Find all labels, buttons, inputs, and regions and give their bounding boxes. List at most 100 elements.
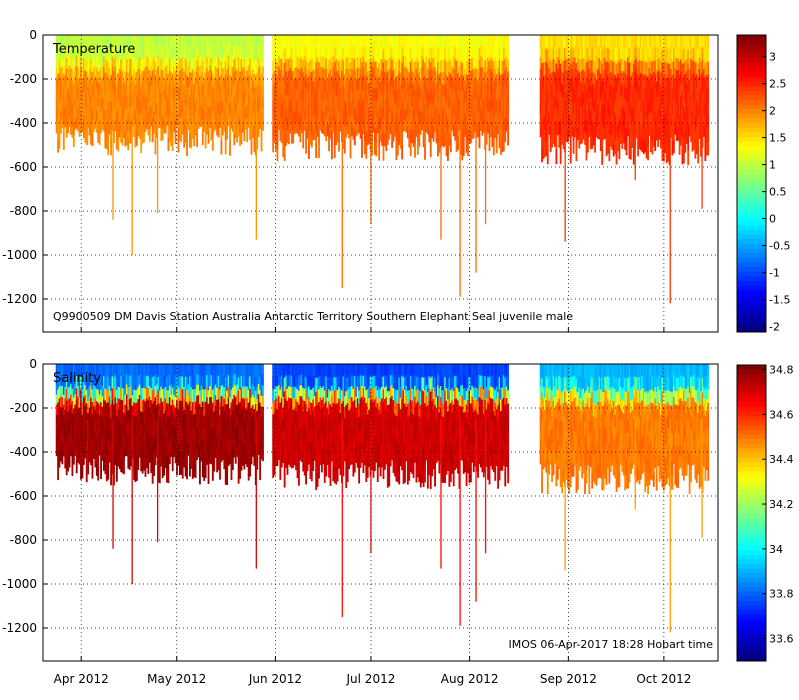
profile-cell bbox=[703, 46, 705, 59]
colorbar-swatch bbox=[737, 188, 766, 194]
profile-cell bbox=[90, 431, 92, 443]
profile-cell bbox=[408, 72, 411, 86]
profile-cell bbox=[684, 139, 687, 153]
profile-cell bbox=[124, 35, 127, 48]
profile-cell bbox=[94, 55, 97, 67]
profile-cell bbox=[197, 384, 200, 396]
profile-cell bbox=[621, 60, 624, 74]
profile-cell bbox=[217, 114, 220, 127]
profile-cell bbox=[618, 117, 621, 132]
colorbar-swatch bbox=[737, 44, 766, 50]
profile-cell bbox=[62, 73, 65, 87]
profile-cell bbox=[173, 405, 176, 416]
profile-cell bbox=[135, 376, 138, 391]
profile-cell bbox=[598, 46, 601, 59]
profile-cell bbox=[68, 444, 71, 457]
profile-cell bbox=[624, 111, 627, 125]
profile-cell bbox=[197, 436, 200, 448]
profile-cell bbox=[625, 74, 628, 89]
profile-cell bbox=[134, 442, 137, 456]
profile-cell bbox=[664, 113, 667, 128]
profile-cell bbox=[161, 427, 164, 441]
profile-cell bbox=[168, 430, 171, 442]
profile-cell bbox=[432, 105, 435, 118]
profile-cell bbox=[435, 82, 438, 96]
profile-cell bbox=[591, 85, 594, 99]
profile-cell bbox=[133, 364, 135, 378]
profile-cell bbox=[78, 91, 81, 104]
profile-cell bbox=[545, 61, 548, 76]
profile-cell bbox=[207, 119, 210, 132]
profile-cell bbox=[330, 117, 333, 132]
profile-cell bbox=[186, 142, 188, 157]
profile-cell bbox=[674, 90, 677, 102]
profile-cell bbox=[591, 47, 594, 61]
profile-cell bbox=[201, 389, 204, 403]
y-tick-label: 0 bbox=[29, 28, 37, 42]
profile-cell bbox=[194, 35, 197, 47]
profile-cell bbox=[201, 401, 204, 415]
profile-cell bbox=[148, 35, 151, 48]
profile-cell bbox=[507, 96, 510, 109]
profile-cell bbox=[181, 35, 184, 47]
profile-cell bbox=[97, 454, 100, 468]
profile-cell bbox=[115, 390, 118, 404]
profile-cell bbox=[597, 35, 599, 48]
profile-cell bbox=[700, 61, 702, 76]
profile-cell bbox=[156, 384, 158, 396]
profile-cell bbox=[180, 388, 183, 402]
profile-cell bbox=[384, 47, 386, 61]
profile-cell bbox=[135, 402, 138, 417]
profile-cell bbox=[562, 110, 565, 124]
profile-cell bbox=[94, 86, 97, 98]
profile-cell bbox=[465, 61, 468, 75]
profile-cell bbox=[675, 105, 678, 118]
profile-cell bbox=[140, 399, 143, 412]
profile-cell bbox=[157, 416, 160, 431]
profile-cell bbox=[81, 364, 84, 378]
profile-cell bbox=[64, 35, 67, 46]
profile-cell bbox=[108, 57, 111, 69]
profile-cell bbox=[491, 47, 494, 61]
profile-cell bbox=[226, 115, 229, 128]
profile-cell bbox=[277, 98, 280, 110]
profile-cell bbox=[599, 137, 602, 152]
profile-cell bbox=[542, 35, 545, 50]
profile-cell bbox=[98, 95, 101, 109]
profile-cell bbox=[415, 46, 418, 59]
profile-cell bbox=[432, 93, 435, 107]
profile-cell bbox=[257, 35, 260, 47]
profile-cell bbox=[140, 87, 143, 101]
profile-cell bbox=[151, 469, 154, 484]
profile-cell bbox=[90, 47, 92, 60]
profile-cell bbox=[184, 35, 187, 48]
profile-cell bbox=[163, 67, 166, 79]
profile-cell bbox=[98, 414, 101, 426]
profile-cell bbox=[178, 449, 181, 463]
profile-cell bbox=[134, 364, 137, 378]
profile-cell bbox=[194, 79, 197, 91]
profile-cell bbox=[256, 35, 259, 49]
profile-cell bbox=[214, 76, 217, 88]
profile-cell bbox=[128, 35, 131, 48]
profile-cell bbox=[475, 57, 478, 70]
profile-cell bbox=[472, 69, 475, 82]
profile-cell bbox=[95, 388, 98, 402]
profile-cell bbox=[154, 364, 157, 376]
profile-cell bbox=[328, 35, 330, 49]
profile-cell bbox=[60, 385, 62, 397]
profile-cell bbox=[690, 94, 692, 107]
profile-cell bbox=[220, 35, 223, 49]
profile-cell bbox=[153, 122, 155, 135]
profile-cell bbox=[88, 123, 91, 136]
profile-cell bbox=[442, 122, 445, 136]
profile-cell bbox=[571, 113, 574, 126]
profile-cell bbox=[57, 402, 59, 416]
colorbar-swatch bbox=[737, 225, 766, 231]
profile-cell bbox=[190, 364, 193, 377]
profile-cell bbox=[345, 46, 348, 59]
profile-cell bbox=[293, 78, 296, 91]
profile-cell bbox=[368, 35, 371, 48]
profile-cell bbox=[356, 111, 359, 124]
profile-cell bbox=[485, 107, 488, 121]
